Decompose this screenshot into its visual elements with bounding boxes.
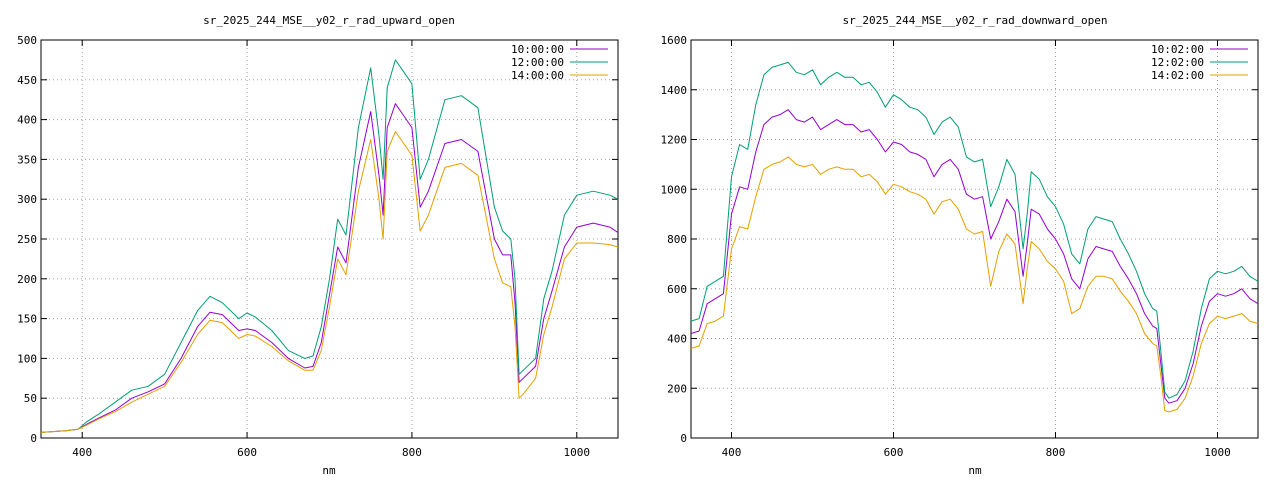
series-line-140000 [41,131,618,433]
y-tick-label: 150 [17,313,37,326]
y-tick-label: 1200 [661,134,688,147]
series-line-100000 [41,103,618,433]
series-line-120200 [691,61,1258,399]
y-tick-label: 0 [680,432,687,445]
y-tick-label: 300 [17,193,37,206]
chart-title: sr_2025_244_MSE__y02_r_rad_downward_open [843,14,1108,27]
chart-title: sr_2025_244_MSE__y02_r_rad_upward_open [203,14,455,27]
y-tick-label: 800 [667,233,687,246]
x-tick-label: 1000 [1204,446,1231,459]
y-tick-label: 450 [17,74,37,87]
x-tick-label: 1000 [564,446,591,459]
x-tick-label: 800 [402,446,422,459]
x-axis-label: nm [322,464,336,477]
x-tick-label: 600 [884,446,904,459]
x-tick-label: 400 [72,446,92,459]
legend-label: 10:00:00 [511,43,564,56]
series-line-100200 [691,109,1258,404]
y-tick-label: 1400 [661,84,688,97]
y-tick-label: 100 [17,352,37,365]
y-tick-label: 350 [17,153,37,166]
series-line-120000 [41,59,618,433]
upward-radiance-chart: sr_2025_244_MSE__y02_r_rad_upward_open n… [17,14,619,477]
plot-frame [690,39,1259,439]
legend-label: 12:00:00 [511,56,564,69]
y-tick-label: 400 [17,114,37,127]
y-tick-label: 1600 [661,34,688,47]
y-tick-label: 500 [17,34,37,47]
y-tick-label: 200 [667,382,687,395]
legend-label: 14:00:00 [511,69,564,82]
x-axis-label: nm [968,464,982,477]
x-tick-label: 800 [1046,446,1066,459]
legend-label: 10:02:00 [1151,43,1204,56]
y-tick-label: 0 [30,432,37,445]
y-tick-label: 1000 [661,183,688,196]
legend-label: 14:02:00 [1151,69,1204,82]
legend-label: 12:02:00 [1151,56,1204,69]
y-tick-label: 400 [667,333,687,346]
downward-radiance-chart: sr_2025_244_MSE__y02_r_rad_downward_open… [661,14,1259,477]
y-tick-label: 50 [24,392,37,405]
series-line-140200 [691,156,1258,413]
y-tick-label: 250 [17,233,37,246]
y-tick-label: 600 [667,283,687,296]
x-tick-label: 600 [237,446,257,459]
y-tick-label: 200 [17,273,37,286]
x-tick-label: 400 [722,446,742,459]
